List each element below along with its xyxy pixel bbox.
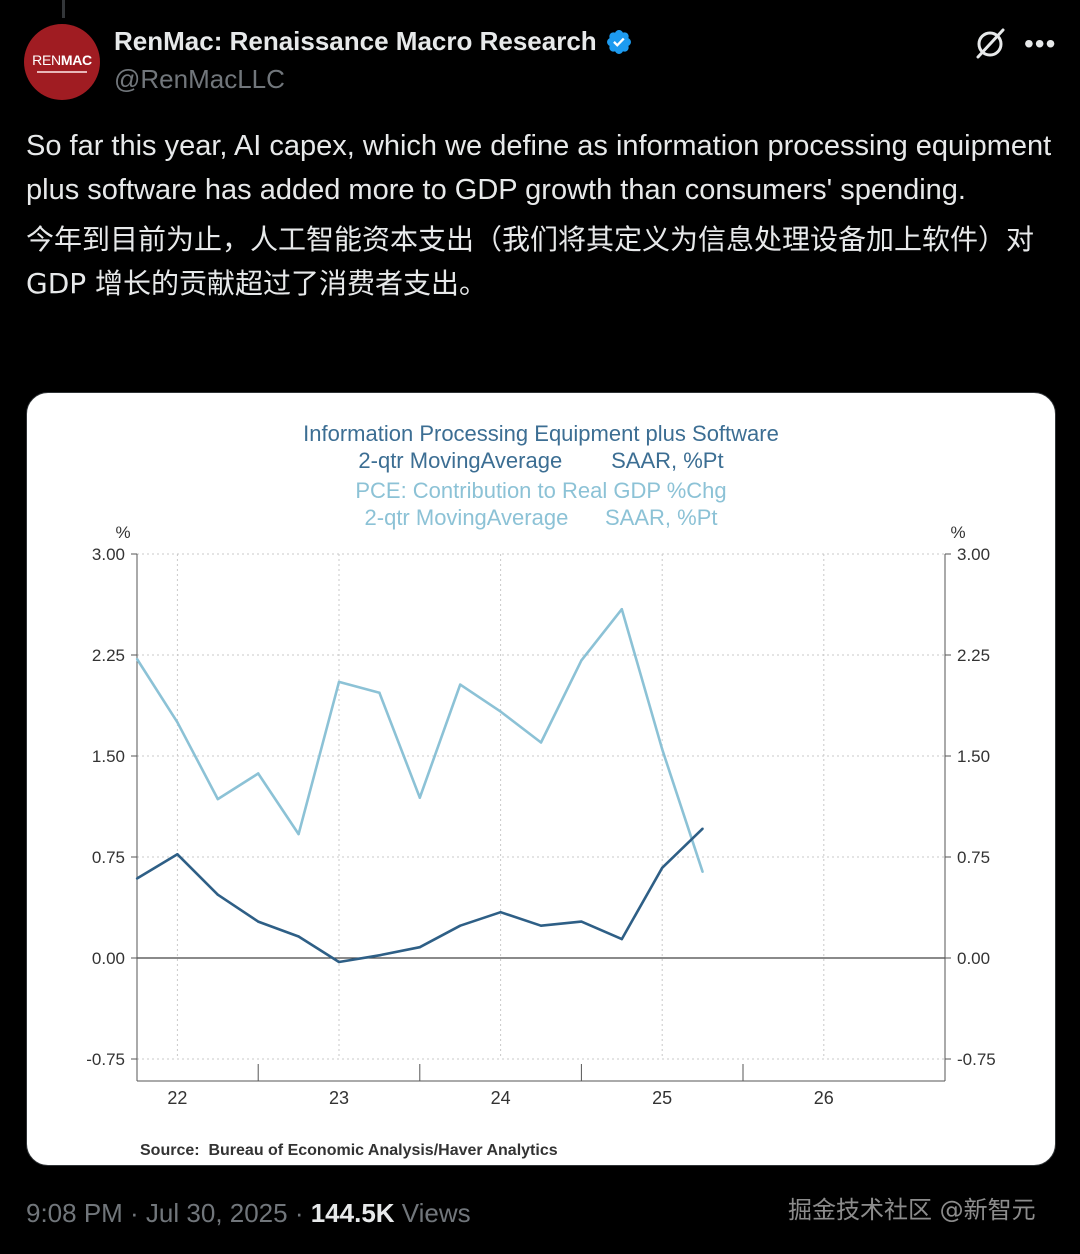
data-point-pce [176,721,179,724]
data-point-pce [539,741,543,744]
chart-title-line-2: 2-qtr MovingAverage SAAR, %Pt [358,448,723,473]
data-point-pce [135,657,139,661]
data-point-pce [297,832,300,836]
tweet-media-chart[interactable]: Information Processing Equipment plus So… [26,392,1056,1166]
views-label: Views [394,1198,471,1228]
data-point-ai-capex [216,893,219,896]
y-tick-label-left: -0.75 [86,1050,125,1069]
grok-icon[interactable] [972,26,1008,62]
data-point-pce [499,710,502,713]
data-point-ai-capex [459,924,462,927]
data-point-pce [378,691,381,694]
chart-source: Source: Bureau of Economic Analysis/Have… [140,1142,558,1159]
chart-title-line-1: Information Processing Equipment plus So… [303,421,779,446]
data-point-ai-capex [539,924,543,927]
data-point-ai-capex [378,954,381,957]
more-icon[interactable]: ••• [1024,28,1057,59]
tweet-footer: 9:08 PM · Jul 30, 2025 · 144.5K Views [26,1198,471,1229]
author-display-name[interactable]: RenMac: Renaissance Macro Research [114,26,633,57]
x-tick-label: 22 [167,1088,187,1108]
tweet-body: So far this year, AI capex, which we def… [26,124,1056,312]
y-tick-label-left: 0.75 [92,848,125,867]
verified-badge-icon [606,29,631,54]
data-point-pce [418,796,421,799]
data-point-ai-capex [661,866,664,869]
watermark: 掘金技术社区 @新智元 [788,1196,1036,1224]
author-handle[interactable]: @RenMacLLC [114,64,285,94]
data-point-ai-capex [257,920,260,923]
data-point-ai-capex [418,946,421,949]
y-tick-label-left: 3.00 [92,545,125,564]
data-point-ai-capex [499,911,502,914]
data-point-ai-capex [701,827,704,830]
left-axis-unit: % [115,523,130,542]
data-point-ai-capex [176,853,179,856]
x-tick-label: 26 [814,1088,834,1108]
author-name-text[interactable]: RenMac: Renaissance Macro Research [114,26,597,56]
y-tick-label-right: 0.00 [957,949,990,968]
avatar-logo-text: RENMAC [32,51,92,68]
tweet-text-chinese: 今年到目前为止，人工智能资本支出（我们将其定义为信息处理设备加上软件）对 GDP… [26,223,1035,300]
chart-title-line-4: 2-qtr MovingAverage SAAR, %Pt [365,505,718,530]
data-point-pce [459,683,462,686]
right-axis-unit: % [950,523,965,542]
x-tick-label: 24 [491,1088,511,1108]
data-point-pce [661,748,664,751]
data-point-ai-capex [135,877,139,880]
y-tick-label-right: 0.75 [957,848,990,867]
data-point-pce [620,608,623,611]
data-point-pce [257,772,260,775]
thread-connector-line [62,0,65,18]
data-point-ai-capex [297,935,300,938]
data-point-ai-capex [620,937,623,941]
tweet-timestamp[interactable]: 9:08 PM · Jul 30, 2025 · [26,1198,311,1228]
y-tick-label-left: 1.50 [92,747,125,766]
y-tick-label-left: 2.25 [92,646,125,665]
y-tick-label-right: 1.50 [957,747,990,766]
x-tick-label: 23 [329,1088,349,1108]
data-point-pce [701,870,704,874]
y-tick-label-right: 2.25 [957,646,990,665]
data-point-pce [337,680,341,684]
y-tick-label-left: 0.00 [92,949,125,968]
avatar-logo-rule [37,70,87,73]
chart-title-line-3: PCE: Contribution to Real GDP %Chg [355,478,726,503]
data-point-ai-capex [337,960,341,964]
avatar[interactable]: RENMAC [24,24,100,100]
x-tick-label: 25 [652,1088,672,1108]
chart: Information Processing Equipment plus So… [86,421,996,1159]
series-line-pce [135,607,704,873]
data-point-pce [216,797,219,801]
series-line-ai-capex [136,827,704,964]
data-point-ai-capex [580,920,583,923]
views-count: 144.5K [310,1198,395,1228]
y-tick-label-right: 3.00 [957,545,990,564]
data-point-pce [580,659,583,662]
tweet-text-english: So far this year, AI capex, which we def… [26,130,1052,206]
y-tick-label-right: -0.75 [957,1050,996,1069]
